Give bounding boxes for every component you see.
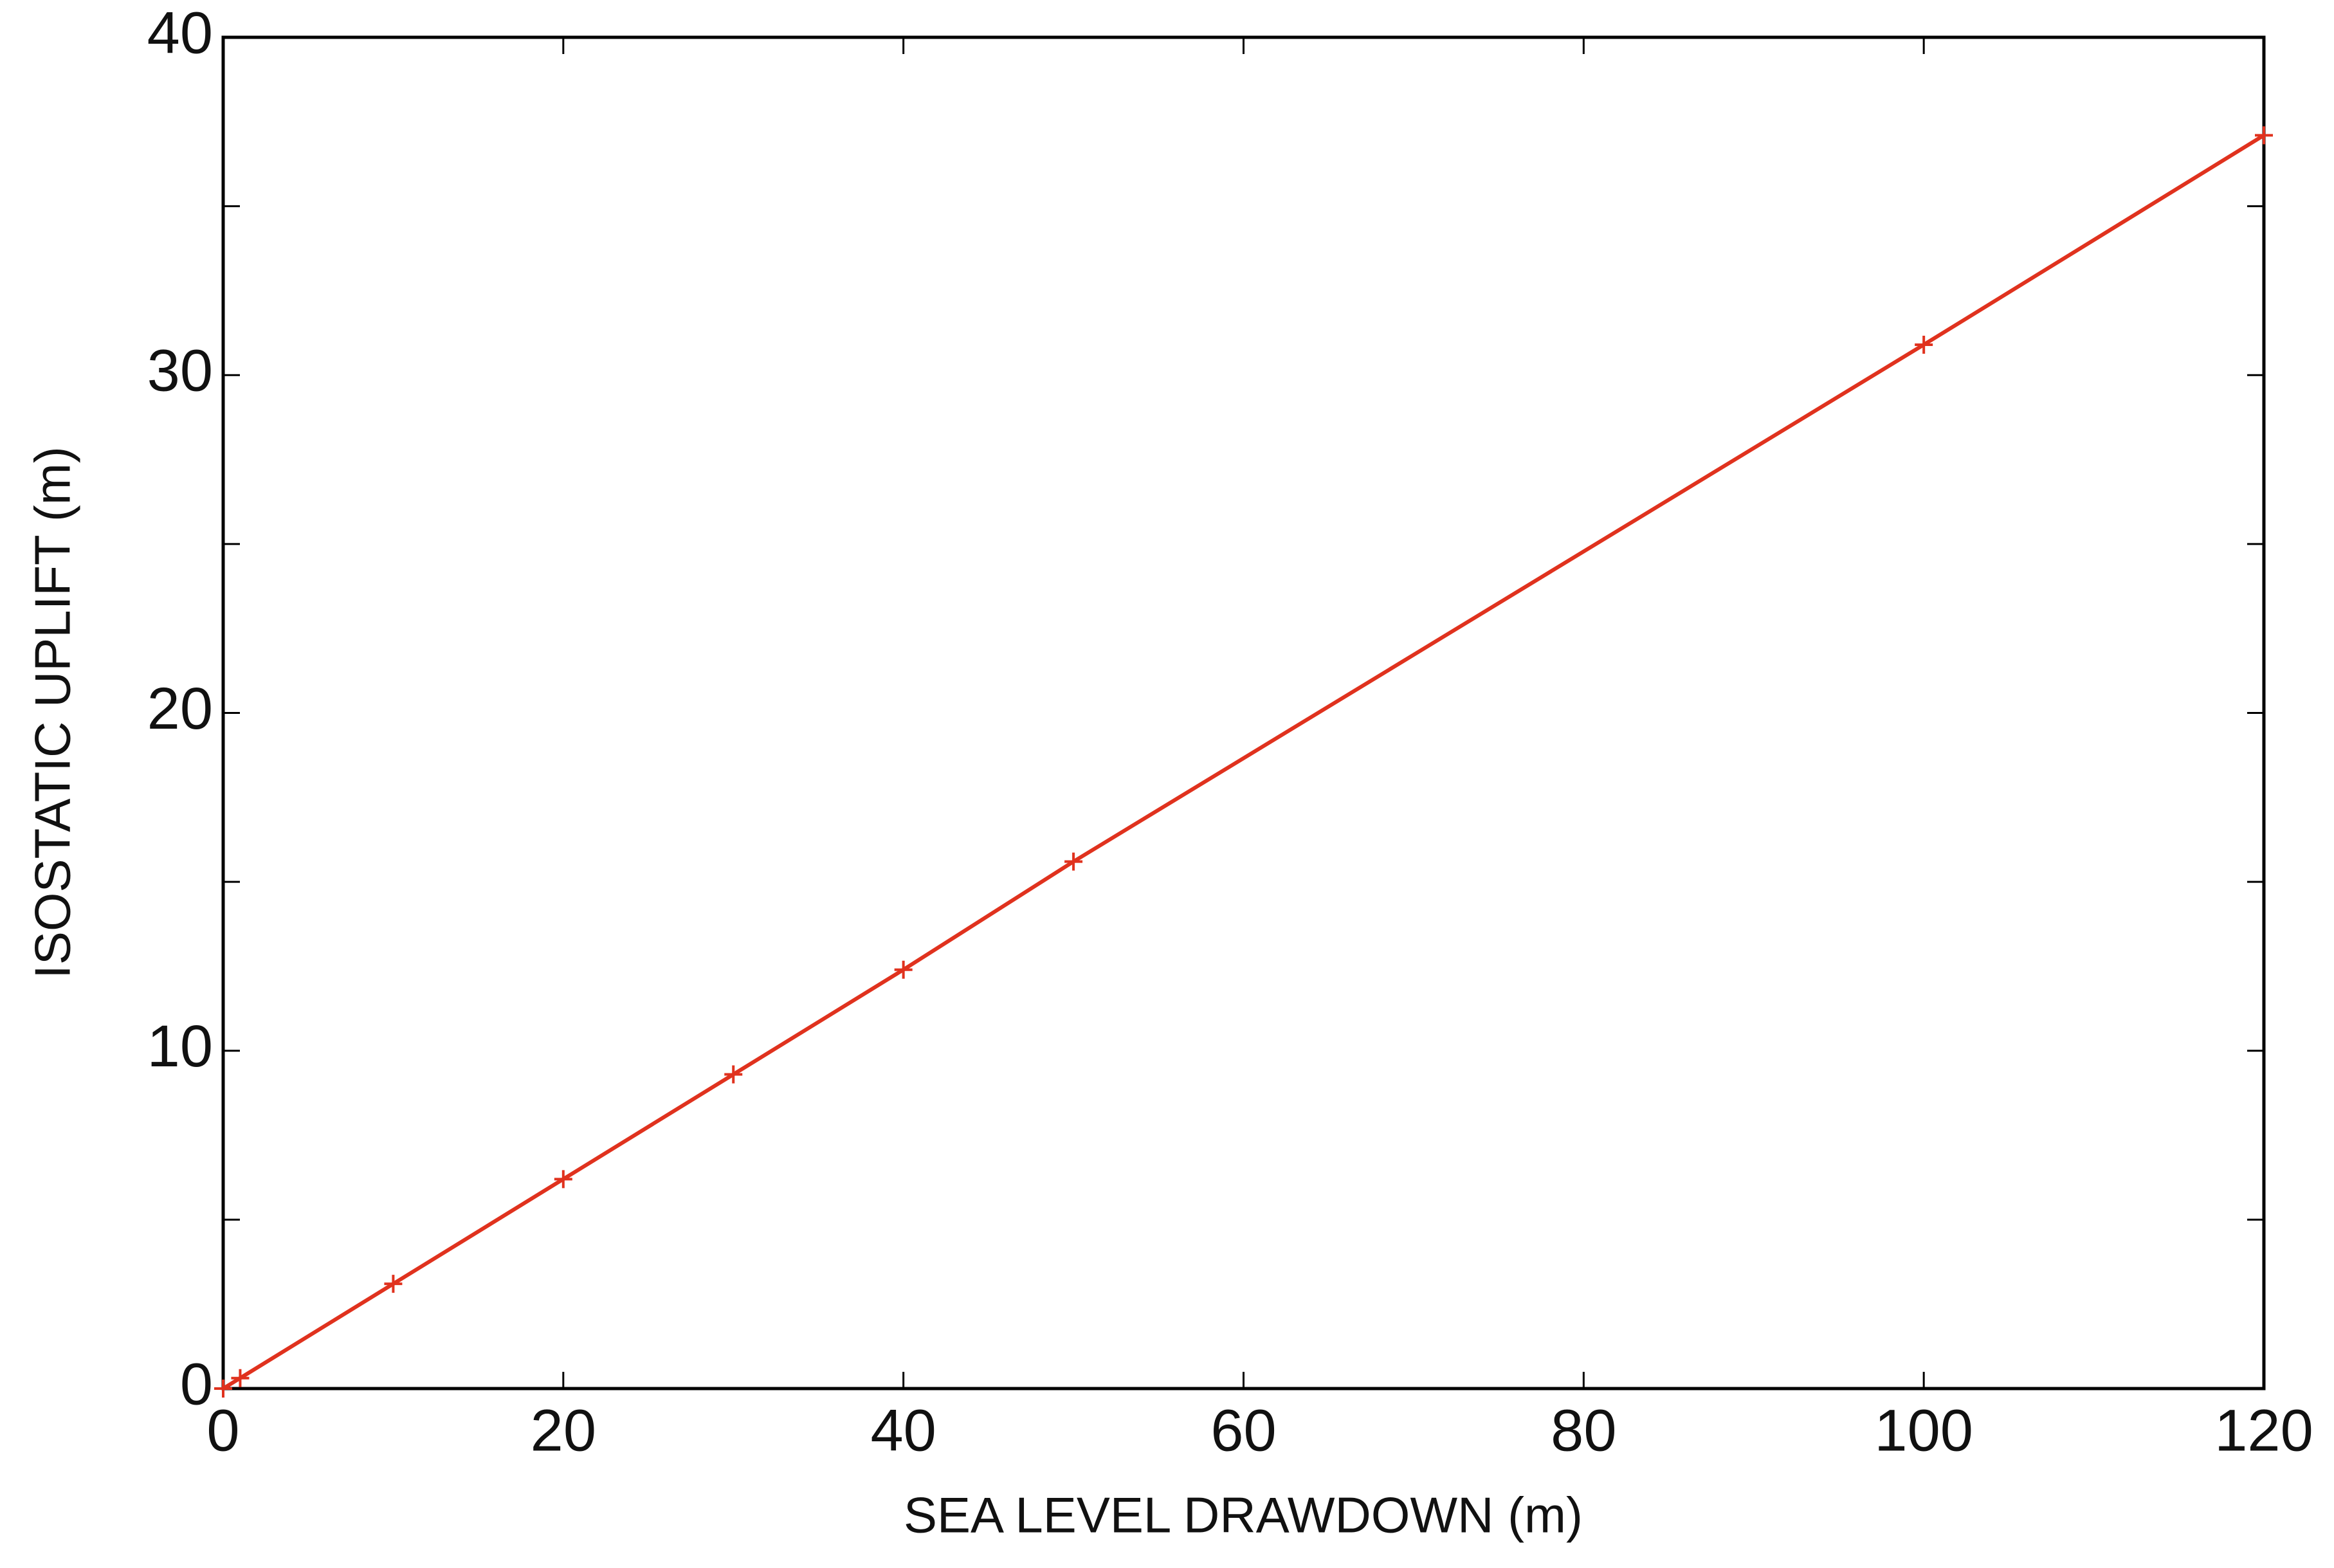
data-marker [214, 1380, 232, 1398]
data-marker [554, 1170, 572, 1189]
x-tick-label: 0 [206, 1398, 239, 1463]
data-marker [1064, 852, 1083, 871]
data-marker [724, 1065, 743, 1084]
y-tick-label: 30 [147, 338, 213, 404]
data-marker [1915, 335, 1933, 354]
data-marker [231, 1369, 250, 1387]
data-marker [894, 960, 913, 979]
x-tick-label: 80 [1551, 1398, 1616, 1463]
y-tick-label: 10 [147, 1014, 213, 1079]
x-tick-label: 40 [870, 1398, 936, 1463]
y-tick-label: 40 [147, 0, 213, 66]
x-tick-label: 120 [2214, 1398, 2313, 1463]
x-tick-label: 20 [531, 1398, 596, 1463]
x-axis-label: SEA LEVEL DRAWDOWN (m) [904, 1487, 1583, 1544]
plot-frame [221, 35, 2266, 1390]
y-tick-label: 20 [147, 676, 213, 742]
x-tick-label: 60 [1210, 1398, 1276, 1463]
data-line [222, 133, 2265, 1390]
y-tick-label: 0 [180, 1351, 213, 1417]
data-marker [384, 1275, 403, 1293]
x-tick-label: 100 [1874, 1398, 1973, 1463]
y-axis-label: ISOSTATIC UPLIFT (m) [24, 446, 81, 979]
data-marker [2255, 126, 2273, 145]
